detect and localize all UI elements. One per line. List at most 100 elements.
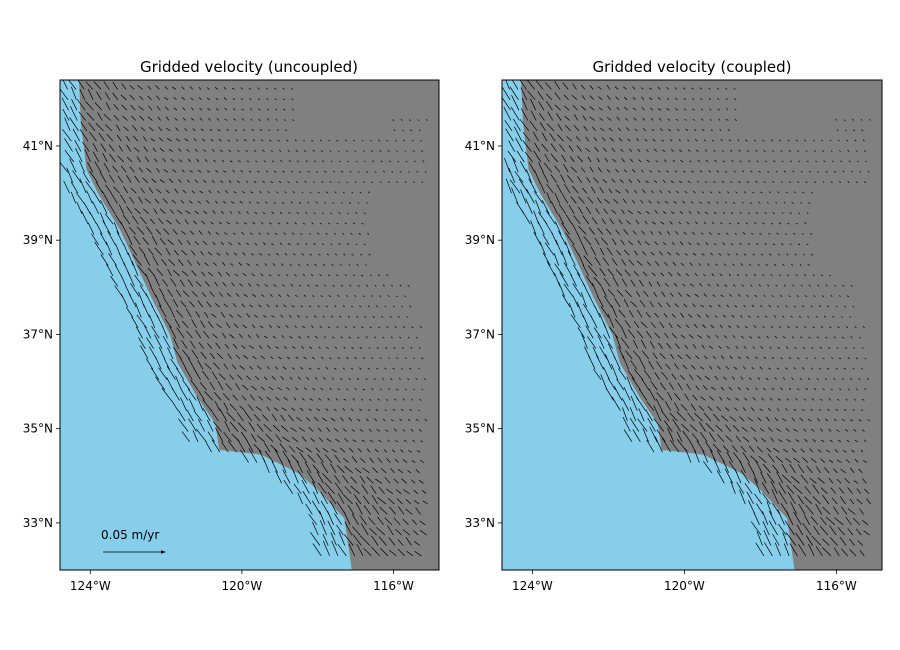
velocity-vector xyxy=(371,535,379,546)
velocity-vector xyxy=(296,460,304,474)
velocity-vector xyxy=(179,356,187,370)
velocity-vector xyxy=(394,458,399,463)
velocity-vector xyxy=(843,367,847,370)
velocity-vector xyxy=(763,294,766,297)
velocity-vector xyxy=(853,428,857,432)
velocity-vector xyxy=(411,479,416,484)
velocity-vector xyxy=(820,325,824,329)
velocity-vector xyxy=(732,284,736,287)
velocity-vector xyxy=(797,495,804,505)
velocity-vector xyxy=(273,407,279,411)
velocity-vector xyxy=(361,326,364,329)
velocity-vector xyxy=(530,98,537,111)
velocity-vector xyxy=(407,470,412,474)
velocity-vector xyxy=(773,447,780,453)
velocity-vector xyxy=(805,387,808,391)
velocity-vector xyxy=(392,367,395,370)
velocity-vector xyxy=(522,132,531,142)
velocity-vector xyxy=(833,468,838,474)
velocity-vector xyxy=(355,160,358,163)
velocity-vector xyxy=(175,309,184,318)
velocity-vector xyxy=(636,260,643,266)
velocity-vector xyxy=(780,357,783,360)
velocity-vector xyxy=(204,281,210,287)
velocity-vector xyxy=(232,98,236,101)
velocity-vector xyxy=(750,284,753,287)
velocity-vector xyxy=(856,498,863,505)
velocity-vector xyxy=(178,239,183,246)
velocity-vector xyxy=(661,291,666,297)
velocity-vector xyxy=(622,198,627,204)
velocity-vector xyxy=(863,530,870,536)
velocity-vector xyxy=(770,437,775,443)
velocity-vector xyxy=(774,542,782,557)
velocity-vector xyxy=(157,116,161,121)
velocity-vector xyxy=(303,140,305,142)
velocity-vector xyxy=(785,191,788,194)
velocity-vector xyxy=(288,414,294,422)
velocity-vector xyxy=(303,150,307,152)
velocity-vector xyxy=(651,272,656,277)
velocity-vector xyxy=(592,346,599,360)
velocity-vector xyxy=(855,181,858,184)
velocity-vector xyxy=(404,295,407,297)
velocity-vector xyxy=(772,150,775,152)
velocity-vector xyxy=(683,98,686,101)
velocity-vector xyxy=(754,493,763,505)
velocity-vector xyxy=(704,181,708,184)
velocity-vector xyxy=(742,232,746,235)
velocity-vector xyxy=(737,293,741,297)
velocity-vector xyxy=(701,324,707,329)
velocity-vector xyxy=(748,377,752,380)
velocity-vector xyxy=(91,233,99,246)
velocity-vector xyxy=(841,506,848,515)
velocity-vector xyxy=(305,160,308,163)
velocity-vector xyxy=(507,150,517,163)
velocity-vector xyxy=(115,214,122,225)
velocity-vector xyxy=(127,252,134,266)
velocity-vector xyxy=(282,98,286,101)
velocity-vector xyxy=(763,181,766,183)
velocity-vector xyxy=(674,393,681,401)
velocity-vector xyxy=(378,486,385,494)
velocity-vector xyxy=(308,367,312,370)
velocity-vector xyxy=(537,221,545,235)
velocity-vector xyxy=(777,191,780,194)
velocity-vector xyxy=(788,295,791,298)
velocity-vector xyxy=(156,268,164,277)
velocity-vector xyxy=(378,439,382,443)
velocity-vector xyxy=(334,454,341,463)
velocity-vector xyxy=(508,140,516,152)
velocity-vector xyxy=(360,458,366,463)
velocity-vector xyxy=(607,313,615,328)
velocity-vector xyxy=(651,128,655,132)
velocity-vector xyxy=(650,251,655,256)
velocity-vector xyxy=(319,325,322,329)
velocity-vector xyxy=(305,243,308,246)
velocity-vector xyxy=(616,116,620,121)
velocity-vector xyxy=(309,398,314,401)
velocity-vector xyxy=(388,357,391,360)
velocity-vector xyxy=(303,356,307,360)
velocity-vector xyxy=(361,274,364,277)
velocity-vector xyxy=(833,506,839,515)
velocity-vector xyxy=(107,230,116,246)
velocity-vector xyxy=(823,467,830,474)
velocity-vector xyxy=(696,374,702,380)
velocity-vector xyxy=(218,373,226,380)
velocity-vector xyxy=(585,147,591,152)
velocity-vector xyxy=(686,293,691,297)
velocity-vector xyxy=(313,315,317,318)
velocity-vector xyxy=(611,238,617,246)
velocity-vector xyxy=(322,212,324,215)
velocity-vector xyxy=(213,391,222,401)
velocity-vector xyxy=(826,305,830,308)
velocity-vector xyxy=(817,171,820,173)
velocity-vector xyxy=(653,291,657,297)
velocity-vector xyxy=(206,170,210,173)
velocity-vector xyxy=(690,201,694,204)
velocity-vector xyxy=(375,305,379,308)
velocity-vector xyxy=(371,495,378,505)
velocity-vector xyxy=(133,235,141,246)
velocity-vector xyxy=(298,263,301,266)
